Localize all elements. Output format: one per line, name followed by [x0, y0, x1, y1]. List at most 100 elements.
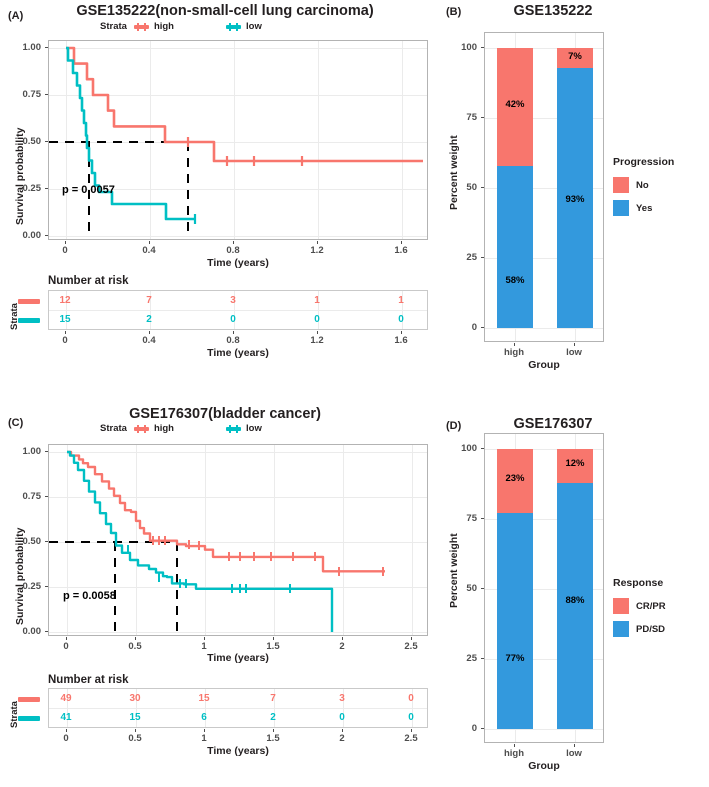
panel-b-bar-low[interactable]: 7% 93% [557, 33, 593, 341]
panel-c-risk-xtick-0: 0 [63, 733, 69, 744]
panel-a-legend-title: Strata [100, 21, 127, 32]
panel-c-risk-low-2: 6 [201, 712, 207, 723]
panel-b-title: GSE135222 [513, 3, 593, 19]
panel-d-legend-item-pdsd[interactable]: PD/SD [613, 621, 665, 637]
panel-b-ytick-0: 100 [461, 42, 477, 53]
panel-d-legend-item-crpr[interactable]: CR/PR [613, 598, 666, 614]
panel-a-legend-high: high [153, 21, 174, 32]
panel-b-bar-high-yes[interactable] [497, 165, 533, 328]
panel-c-strata-key-low [18, 716, 40, 721]
panel-a-ytick-0: 1.00 [22, 42, 42, 53]
panel-b-bar-low-yes[interactable] [557, 67, 593, 328]
panel-c-legend: Strata high low [100, 423, 262, 434]
panel-a-risk-xtick-0: 0 [62, 335, 68, 346]
panel-d-bar-low-crpr[interactable] [557, 449, 593, 483]
panel-b-legend-item-yes[interactable]: Yes [613, 200, 652, 216]
panel-c-risk-high-4: 3 [339, 693, 345, 704]
panel-a-risk-low-2: 0 [230, 314, 236, 325]
panel-c-risk-xtick-2: 1 [201, 733, 207, 744]
panel-b-bar-high-no[interactable] [497, 48, 533, 166]
panel-a-risk-high-4: 1 [398, 295, 404, 306]
panel-a-risk-box [48, 290, 428, 330]
panel-b-ytick-2: 50 [466, 182, 477, 193]
panel-d-bar-low-pdsd[interactable] [557, 482, 593, 729]
panel-c-risk-xtick-4: 2 [339, 733, 345, 744]
panel-a-risk-xtick-1: 0.4 [142, 335, 156, 346]
panel-d-ytick-1: 75 [466, 513, 477, 524]
legend-swatch-yes-icon [613, 200, 629, 216]
panel-a-strata-label: Strata [9, 303, 20, 330]
panel-d-bar-low[interactable]: 12% 88% [557, 434, 593, 742]
panel-c-legend-low: low [246, 423, 262, 434]
panel-a-xtick-2: 0.8 [226, 245, 240, 256]
panel-c-xtick-0: 0 [63, 641, 69, 652]
panel-c-xtick-3: 1.5 [266, 641, 280, 652]
panel-c-curves [49, 450, 385, 632]
panel-a-ytick-2: 0.50 [22, 136, 42, 147]
panel-b-bar-high-no-label: 42% [505, 99, 525, 110]
panel-d-bar-low-crpr-label: 12% [565, 458, 585, 469]
panel-d-plot: 23% 77% 12% 88% [484, 433, 604, 743]
panel-c-label: (C) [8, 417, 24, 429]
panel-c-risk-high-0: 49 [60, 693, 72, 704]
panel-d-bar-high-crpr-label: 23% [505, 473, 525, 484]
panel-a-xtick-4: 1.6 [394, 245, 408, 256]
panel-a-risk-high-1: 7 [146, 295, 152, 306]
panel-b-label: (B) [446, 6, 462, 18]
legend-key-high-icon [133, 424, 149, 433]
panel-c-risk-box [48, 688, 428, 728]
panel-d-label: (D) [446, 420, 462, 432]
panel-a-risk-xtick-4: 1.6 [394, 335, 408, 346]
panel-a-risk-low-4: 0 [398, 314, 404, 325]
panel-b-bar-low-no[interactable] [557, 48, 593, 68]
panel-c-risk-xtick-3: 1.5 [266, 733, 280, 744]
panel-a-label: (A) [8, 10, 24, 22]
panel-a-risk-high-3: 1 [314, 295, 320, 306]
panel-b-ylabel: Percent weight [448, 135, 460, 210]
panel-a-legend-low: low [246, 21, 262, 32]
panel-a-curves [49, 46, 423, 236]
panel-c-xtick-4: 2 [339, 641, 345, 652]
panel-a-ytick-1: 0.75 [22, 89, 42, 100]
panel-a-xtick-1: 0.4 [142, 245, 156, 256]
panel-c-risk-low-4: 0 [339, 712, 345, 723]
panel-d-legend-title: Response [613, 577, 664, 589]
panel-a-title: GSE135222(non-small-cell lung carcinoma) [76, 3, 374, 19]
panel-c-xtick-5: 2.5 [404, 641, 418, 652]
panel-c-risk-high-2: 15 [198, 693, 210, 704]
panel-d-ytick-4: 0 [471, 723, 477, 734]
legend-key-low-icon [226, 22, 241, 31]
legend-key-high-icon [133, 22, 149, 31]
legend-swatch-no-icon [613, 177, 629, 193]
panel-a-xtick-3: 1.2 [310, 245, 324, 256]
panel-d-legend-label-crpr: CR/PR [636, 600, 666, 612]
panel-a-risk-xtick-3: 1.2 [310, 335, 324, 346]
panel-a-risk-xtick-2: 0.8 [226, 335, 240, 346]
panel-b-ytick-1: 75 [466, 112, 477, 123]
panel-b-legend-label-no: No [636, 179, 649, 191]
panel-b-legend-label-yes: Yes [636, 202, 653, 214]
panel-c-risk-xlabel: Time (years) [207, 745, 269, 757]
panel-d-ytick-0: 100 [461, 443, 477, 454]
panel-c-strata-key-high [18, 697, 40, 702]
legend-swatch-pdsd-icon [613, 621, 629, 637]
panel-b-xtick-0: high [503, 347, 525, 358]
panel-c-xlabel: Time (years) [207, 652, 269, 664]
panel-d-xtick-1: low [566, 748, 582, 759]
panel-b-legend-item-no[interactable]: No [613, 177, 649, 193]
panel-d-legend-label-pdsd: PD/SD [636, 623, 666, 635]
panel-a-risk-title: Number at risk [48, 275, 129, 287]
panel-c-strata-label: Strata [9, 701, 20, 728]
panel-c-ytick-4: 0.00 [22, 626, 42, 637]
panel-d-bar-high[interactable]: 23% 77% [497, 434, 533, 742]
panel-b-bar-high[interactable]: 42% 58% [497, 33, 533, 341]
panel-c-risk-xtick-1: 0.5 [128, 733, 142, 744]
panel-c-xtick-2: 1 [201, 641, 207, 652]
panel-c-legend-high: high [153, 423, 174, 434]
legend-key-low-icon [226, 424, 241, 433]
panel-a-risk-low-3: 0 [314, 314, 320, 325]
panel-a-risk-low-1: 2 [146, 314, 152, 325]
panel-b-plot: 42% 58% 7% 93% [484, 32, 604, 342]
panel-d-bar-high-crpr[interactable] [497, 449, 533, 514]
panel-d-bar-high-pdsd[interactable] [497, 513, 533, 729]
